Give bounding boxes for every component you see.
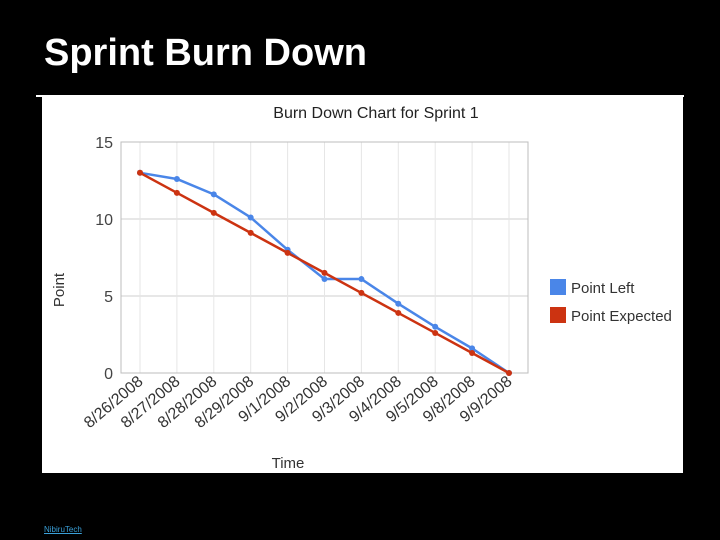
data-point — [137, 169, 143, 176]
data-point — [173, 175, 180, 182]
y-axis-ticks: 0 5 10 15 — [95, 135, 113, 383]
burn-down-chart: Burn Down Chart for Sprint 1 0 5 10 15 8/26… — [51, 105, 672, 472]
data-point — [321, 269, 328, 276]
data-point — [358, 289, 365, 296]
y-tick-label: 10 — [95, 212, 113, 229]
data-point — [210, 209, 217, 216]
data-point — [358, 276, 365, 283]
chart-title: Burn Down Chart for Sprint 1 — [273, 105, 479, 122]
y-tick-label: 15 — [95, 135, 113, 152]
data-point — [284, 249, 291, 256]
legend-swatch — [550, 279, 566, 295]
footer-brand: NibiruTech — [44, 525, 82, 534]
x-axis-label: Time — [272, 455, 305, 472]
data-point — [247, 214, 254, 221]
x-axis-ticks: 8/26/20088/27/20088/28/20088/29/20089/1/… — [81, 373, 516, 432]
data-point — [395, 300, 402, 307]
y-tick-label: 0 — [104, 366, 113, 383]
plot-area-border — [120, 141, 529, 374]
y-tick-label: 5 — [104, 289, 113, 306]
slide-title: Sprint Burn Down — [44, 32, 367, 74]
legend-label: Point Left — [571, 280, 635, 297]
chart-panel: Burn Down Chart for Sprint 1 0 5 10 15 8/26… — [42, 95, 683, 473]
series-lines — [137, 169, 512, 376]
data-point — [210, 191, 217, 198]
data-point — [469, 349, 476, 356]
data-point — [432, 323, 439, 330]
data-point — [432, 329, 439, 336]
data-point — [395, 309, 402, 316]
data-point — [173, 189, 180, 196]
y-axis-label: Point — [51, 272, 68, 307]
legend: Point Left Point Expected — [550, 279, 672, 325]
data-point — [506, 370, 512, 376]
legend-swatch — [550, 307, 566, 323]
data-point — [247, 229, 254, 236]
data-point — [321, 276, 328, 283]
legend-label: Point Expected — [571, 308, 672, 325]
data-point — [469, 345, 476, 352]
grid-lines — [120, 141, 529, 374]
